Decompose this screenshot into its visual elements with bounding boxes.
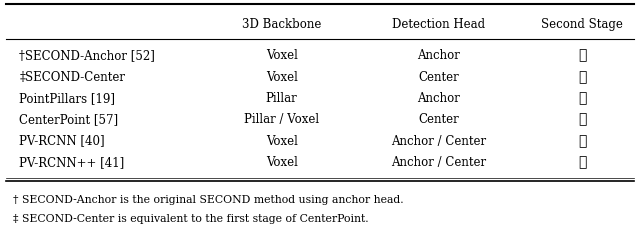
Text: PV-RCNN [40]: PV-RCNN [40] <box>19 135 105 147</box>
Text: PointPillars [19]: PointPillars [19] <box>19 92 115 105</box>
Text: Anchor / Center: Anchor / Center <box>391 156 486 169</box>
Text: Second Stage: Second Stage <box>541 18 623 31</box>
Text: Center: Center <box>418 113 459 126</box>
Text: CenterPoint [57]: CenterPoint [57] <box>19 113 118 126</box>
Text: Anchor: Anchor <box>417 49 460 62</box>
Text: Pillar: Pillar <box>266 92 298 105</box>
Text: ✗: ✗ <box>578 70 587 84</box>
Text: Voxel: Voxel <box>266 135 298 147</box>
Text: Anchor / Center: Anchor / Center <box>391 135 486 147</box>
Text: ✓: ✓ <box>578 155 587 169</box>
Text: Voxel: Voxel <box>266 156 298 169</box>
Text: †SECOND-Anchor [52]: †SECOND-Anchor [52] <box>19 49 155 62</box>
Text: Detection Head: Detection Head <box>392 18 485 31</box>
Text: ✓: ✓ <box>578 134 587 148</box>
Text: ✗: ✗ <box>578 91 587 105</box>
Text: Voxel: Voxel <box>266 49 298 62</box>
Text: ✓: ✓ <box>578 113 587 127</box>
Text: Voxel: Voxel <box>266 71 298 83</box>
Text: ‡ SECOND-Center is equivalent to the first stage of CenterPoint.: ‡ SECOND-Center is equivalent to the fir… <box>13 214 369 224</box>
Text: † SECOND-Anchor is the original SECOND method using anchor head.: † SECOND-Anchor is the original SECOND m… <box>13 195 403 205</box>
Text: ‡SECOND-Center: ‡SECOND-Center <box>19 71 125 83</box>
Text: Anchor: Anchor <box>417 92 460 105</box>
Text: PV-RCNN++ [41]: PV-RCNN++ [41] <box>19 156 124 169</box>
Text: ✗: ✗ <box>578 49 587 63</box>
Text: 3D Backbone: 3D Backbone <box>242 18 321 31</box>
Text: Center: Center <box>418 71 459 83</box>
Text: Pillar / Voxel: Pillar / Voxel <box>244 113 319 126</box>
